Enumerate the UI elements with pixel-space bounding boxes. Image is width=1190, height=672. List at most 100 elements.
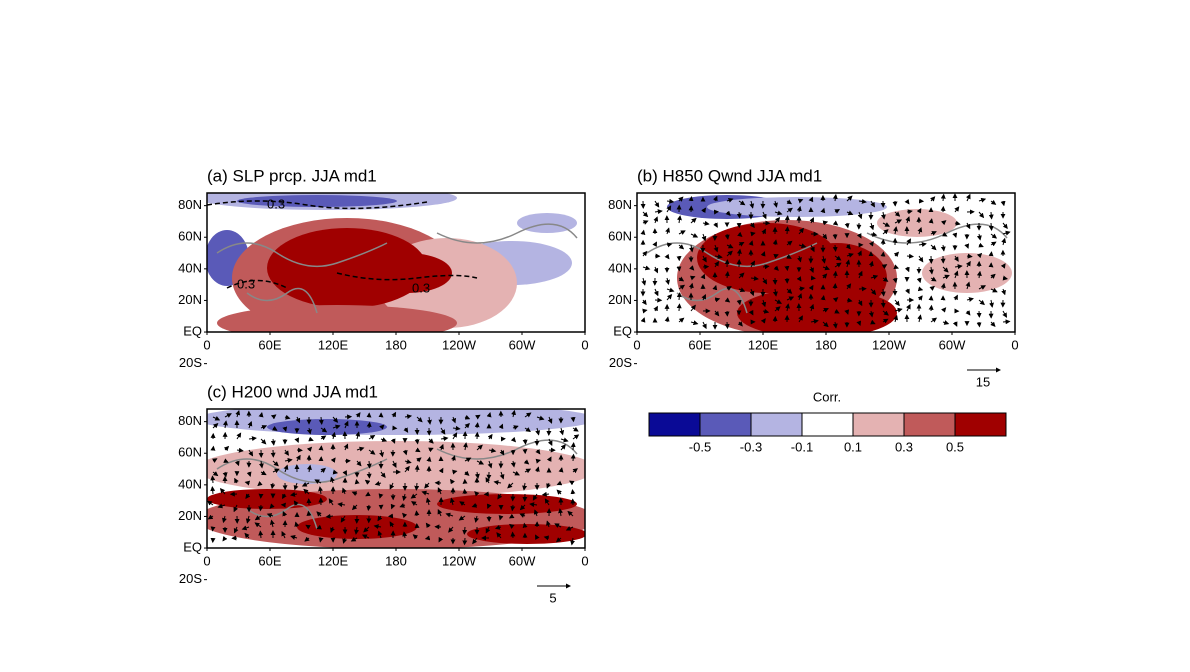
- lat-label: 40N: [608, 260, 632, 275]
- wind-vector: [679, 304, 680, 311]
- wind-vector: [464, 527, 465, 534]
- wind-vector: [356, 480, 357, 483]
- colorbar-title: Corr.: [813, 389, 841, 404]
- reference-label: 5: [549, 590, 556, 605]
- lat-label: 80N: [178, 413, 202, 428]
- wind-vector: [991, 223, 992, 230]
- lon-label: 120E: [748, 337, 779, 352]
- wind-vector: [573, 455, 574, 461]
- wind-vector: [931, 306, 932, 311]
- lat-label: 20N: [178, 292, 202, 307]
- lon-label: 60W: [509, 337, 536, 352]
- lat-label: 60N: [178, 229, 202, 244]
- lon-label: 0: [581, 553, 588, 568]
- lon-label: 0: [581, 337, 588, 352]
- colorbar-label: 0.1: [844, 439, 862, 454]
- wind-vector: [308, 512, 309, 516]
- shade-region: [237, 195, 397, 207]
- lon-label: 180: [385, 337, 407, 352]
- wind-vector: [572, 490, 573, 494]
- wind-vector: [823, 296, 824, 300]
- lon-label: 120W: [872, 337, 907, 352]
- wind-vector: [739, 212, 740, 218]
- reference-label: 15: [976, 374, 990, 389]
- lat-label: 20N: [608, 292, 632, 307]
- wind-vector: [512, 505, 513, 510]
- lon-label: 0: [203, 553, 210, 568]
- wind-vector: [368, 505, 369, 510]
- color-swatch: [904, 413, 955, 436]
- lat-label: EQ: [183, 539, 202, 554]
- color-swatch: [802, 413, 853, 436]
- lat-label: EQ: [613, 323, 632, 338]
- wind-vector: [464, 490, 465, 494]
- lat-label: 80N: [178, 197, 202, 212]
- colorbar-label: 0.3: [895, 439, 913, 454]
- lon-label: 180: [385, 553, 407, 568]
- lat-label: 80N: [608, 197, 632, 212]
- color-swatch: [700, 413, 751, 436]
- wind-vector: [524, 524, 525, 527]
- colorbar-label: -0.3: [740, 439, 762, 454]
- lat-label: 40N: [178, 476, 202, 491]
- wind-vector: [369, 423, 370, 428]
- wind-vector: [260, 505, 261, 510]
- wind-vector: [727, 322, 728, 328]
- lon-label: 60E: [688, 337, 711, 352]
- wind-vector: [883, 289, 884, 296]
- shade-region: [196, 441, 596, 497]
- wind-vector: [979, 322, 980, 326]
- wind-vector: [426, 538, 429, 539]
- shade-region: [737, 288, 897, 338]
- lon-label: 120W: [442, 553, 477, 568]
- color-swatch: [751, 413, 802, 436]
- contour-label: 0.3: [237, 276, 255, 291]
- lat-label: 60N: [178, 445, 202, 460]
- wind-vector: [525, 439, 526, 444]
- shade-region: [437, 494, 577, 514]
- wind-vector: [883, 300, 884, 307]
- shade-region: [877, 209, 957, 237]
- lon-label: 60E: [258, 553, 281, 568]
- panel-title: (c) H200 wnd JJA md1: [207, 382, 378, 401]
- color-swatch: [853, 413, 904, 436]
- wind-vector: [835, 245, 836, 251]
- lon-label: 120E: [318, 337, 349, 352]
- wind-vector: [429, 458, 430, 461]
- lat-label: 20S: [179, 355, 202, 370]
- color-swatch: [955, 413, 1006, 436]
- wind-vector: [1003, 321, 1010, 322]
- colorbar-label: 0.5: [946, 439, 964, 454]
- lat-label: EQ: [183, 323, 202, 338]
- lon-label: 0: [633, 337, 640, 352]
- wind-vector: [477, 423, 478, 428]
- lon-label: 60W: [939, 337, 966, 352]
- shade-region: [467, 524, 587, 544]
- wind-vector: [943, 195, 944, 201]
- lon-label: 180: [815, 337, 837, 352]
- shade-region: [362, 253, 452, 293]
- lon-label: 60W: [509, 553, 536, 568]
- panel-title: (a) SLP prcp. JJA md1: [207, 166, 377, 185]
- lat-label: 20N: [178, 508, 202, 523]
- wind-vector: [416, 483, 417, 490]
- wind-vector: [417, 439, 418, 443]
- wind-vector: [691, 197, 692, 201]
- color-swatch: [649, 413, 700, 436]
- lat-label: 40N: [178, 260, 202, 275]
- wind-vector: [967, 256, 972, 257]
- wind-vector: [573, 443, 574, 450]
- wind-vector: [991, 212, 992, 219]
- lon-label: 120E: [318, 553, 349, 568]
- contour-label: 0.3: [267, 196, 285, 211]
- wind-vector: [212, 487, 213, 494]
- wind-vector: [416, 511, 417, 516]
- lat-label: 20S: [609, 355, 632, 370]
- lat-label: 20S: [179, 571, 202, 586]
- wind-vector: [907, 256, 913, 257]
- colorbar-label: -0.1: [791, 439, 813, 454]
- contour-label: 0.3: [412, 280, 430, 295]
- lon-label: 60E: [258, 337, 281, 352]
